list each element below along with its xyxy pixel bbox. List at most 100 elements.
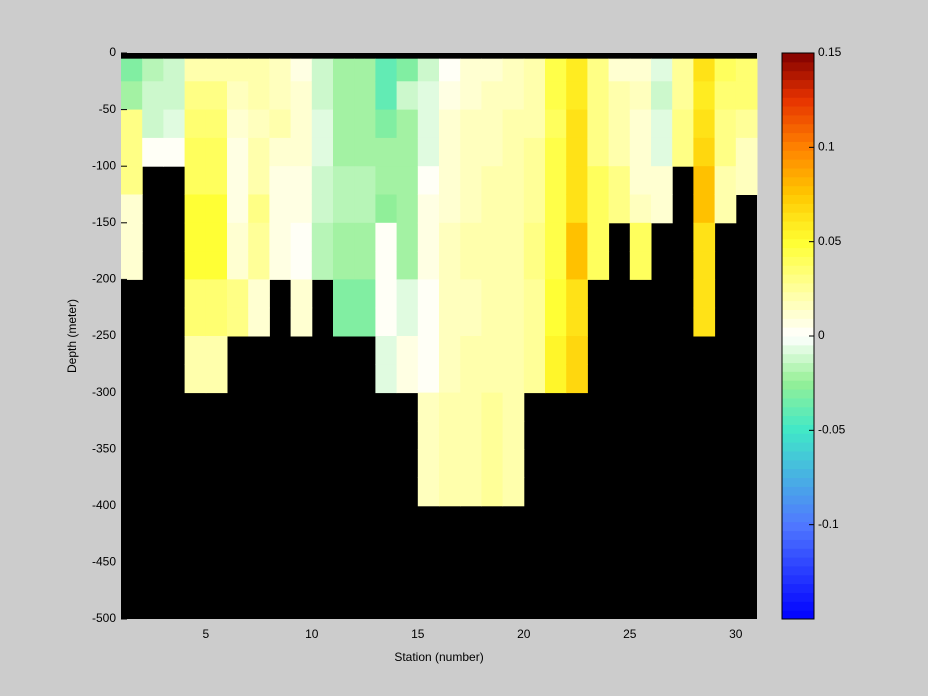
colorbar-swatch — [782, 265, 814, 275]
heat-cell — [227, 307, 249, 337]
heat-cell — [545, 166, 567, 195]
heat-cell — [460, 477, 482, 507]
heat-cell — [481, 279, 504, 309]
heat-cell — [566, 109, 588, 139]
heat-cell — [311, 222, 334, 252]
heat-cell — [417, 336, 440, 365]
colorbar-swatch — [782, 123, 814, 134]
heat-cell — [608, 58, 631, 82]
heat-cell — [460, 222, 482, 252]
heat-cell — [566, 307, 588, 337]
heat-cell — [417, 449, 440, 478]
heat-cell — [502, 58, 525, 82]
heat-cell — [460, 307, 482, 337]
heat-cell — [227, 81, 249, 111]
heat-cell — [290, 166, 313, 195]
heat-cell — [672, 58, 694, 82]
heat-cell — [523, 336, 546, 365]
heat-cell — [417, 279, 440, 309]
heat-cell — [311, 251, 334, 280]
heat-cell — [439, 307, 461, 337]
heat-cell — [142, 109, 164, 139]
heat-cell — [566, 58, 588, 82]
heat-cell — [523, 81, 546, 111]
heat-cell — [205, 364, 228, 394]
colorbar-swatch — [782, 583, 814, 593]
colorbar-tick-label: -0.05 — [818, 423, 846, 437]
heat-cell — [460, 137, 482, 167]
heat-cell — [566, 279, 588, 309]
y-tick-label: -50 — [99, 102, 117, 116]
x-axis-label: Station (number) — [394, 650, 483, 664]
heat-cell — [184, 364, 207, 394]
y-tick-label: -350 — [92, 441, 116, 455]
colorbar-swatch — [782, 450, 814, 461]
heat-cell — [587, 137, 610, 167]
heat-cell — [439, 137, 461, 167]
heat-cell — [629, 222, 652, 252]
heat-cell — [629, 81, 652, 111]
colorbar-tick-label: -0.1 — [818, 517, 839, 531]
colorbar-swatch — [782, 318, 814, 328]
colorbar-swatch — [782, 486, 814, 496]
heat-cell — [248, 58, 270, 82]
y-tick-label: -300 — [92, 385, 116, 399]
heat-cell — [566, 364, 588, 394]
colorbar-swatch — [782, 185, 814, 195]
heat-cell — [311, 194, 334, 224]
heat-cell — [354, 81, 376, 111]
heat-cell — [163, 109, 186, 139]
colorbar-swatch — [782, 406, 814, 417]
colorbar-swatch — [782, 212, 814, 222]
heat-cell — [354, 194, 376, 224]
heat-cell — [481, 420, 504, 450]
heat-cell — [523, 58, 546, 82]
heat-cell — [205, 58, 228, 82]
heat-cell — [629, 109, 652, 139]
heat-cell — [545, 279, 567, 309]
heat-cell — [566, 194, 588, 224]
heat-cell — [205, 222, 228, 252]
heat-cell — [184, 307, 207, 337]
heat-cell — [545, 58, 567, 82]
heat-cell — [693, 194, 716, 224]
heat-cell — [248, 251, 270, 280]
colorbar-swatch — [782, 141, 814, 151]
heat-cell — [142, 58, 164, 82]
heat-cell — [142, 81, 164, 111]
heat-cell — [227, 166, 249, 195]
heat-cell — [375, 307, 398, 337]
heat-cell — [481, 477, 504, 507]
heat-cell — [121, 109, 143, 139]
colorbar-swatch — [782, 548, 814, 558]
heat-cell — [460, 364, 482, 394]
heat-cell — [566, 251, 588, 280]
heat-cell — [629, 137, 652, 167]
colorbar-swatch — [782, 106, 814, 116]
colorbar-swatch — [782, 574, 814, 585]
heat-cell — [163, 81, 186, 111]
heat-cell — [227, 222, 249, 252]
heat-cell — [396, 81, 419, 111]
heat-cell — [417, 364, 440, 394]
heat-cell — [502, 307, 525, 337]
heat-cell — [545, 251, 567, 280]
heat-cell — [545, 109, 567, 139]
heat-cell — [333, 194, 355, 224]
x-tick-label: 25 — [623, 627, 637, 641]
heat-cell — [714, 81, 737, 111]
heat-cell — [311, 109, 334, 139]
heat-cell — [460, 449, 482, 478]
colorbar-swatch — [782, 459, 814, 470]
heat-cell — [545, 194, 567, 224]
colorbar-swatch — [782, 309, 814, 319]
colorbar-swatch — [782, 256, 814, 266]
heat-cell — [333, 166, 355, 195]
heat-cell — [523, 364, 546, 394]
heat-cell — [439, 166, 461, 195]
heat-cell — [396, 137, 419, 167]
heat-cell — [566, 336, 588, 365]
heat-cell — [502, 392, 525, 422]
heat-cell — [396, 336, 419, 365]
heat-cell — [693, 279, 716, 309]
